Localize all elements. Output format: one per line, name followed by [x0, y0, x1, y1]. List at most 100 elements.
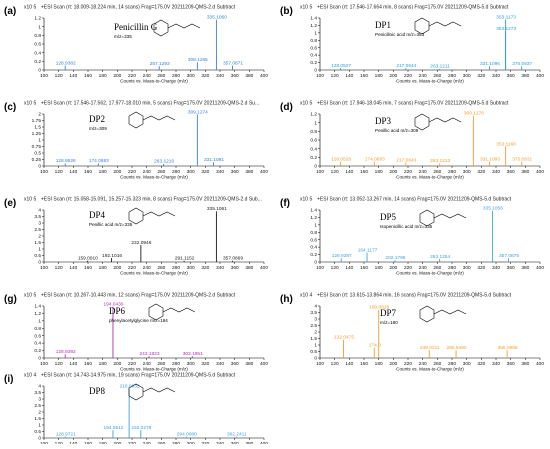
peak-label: 263.1254 [430, 254, 450, 260]
structure-chain [142, 115, 176, 121]
x-tick-label: 260 [433, 169, 441, 175]
scale-label: x10 5 [24, 293, 36, 299]
x-axis-label: Counts vs. Mass-to-Charge (m/z) [396, 79, 464, 84]
y-tick-label: 1 [314, 222, 317, 228]
y-tick-label: 0.4 [310, 245, 317, 251]
y-tick-label: 0.5 [34, 151, 41, 157]
x-tick-label: 240 [419, 265, 427, 271]
y-tick-label: 0.4 [34, 50, 41, 56]
x-tick-label: 220 [404, 169, 412, 175]
peak-label: 353.1168 [496, 141, 516, 147]
x-tick-label: 400 [260, 361, 268, 367]
peak-label: 353.1173 [496, 14, 516, 20]
x-tick-label: 380 [521, 73, 529, 79]
x-tick-label: 100 [316, 361, 324, 367]
y-tick-label: 1.4 [310, 16, 317, 22]
peak-label: 174.0 [369, 342, 381, 348]
panel-label: (e) [4, 198, 16, 209]
y-tick-label: 1.5 [34, 416, 41, 422]
x-tick-label: 120 [331, 169, 339, 175]
peak-label: 180.0628 [369, 305, 389, 311]
x-tick-label: 260 [157, 169, 165, 175]
y-tick-label: 0.2 [310, 155, 317, 161]
compound-note: Penillic acid m/z=335 [89, 222, 133, 227]
peak-label: 263.1210 [154, 159, 174, 165]
y-tick-label: 2 [38, 112, 41, 118]
peak-label: 357.0871 [223, 60, 243, 66]
scale-label: x10 5 [24, 101, 36, 107]
structure-ring [414, 17, 430, 35]
compound-note: m/z=180 [380, 320, 398, 325]
y-tick-label: 0 [314, 356, 317, 362]
y-tick-label: 1.4 [310, 208, 317, 214]
peak-label: 294.0080 [177, 432, 197, 438]
x-tick-label: 200 [389, 265, 397, 271]
x-tick-label: 280 [172, 361, 180, 367]
y-tick-label: 0.6 [34, 42, 41, 48]
compound-name: DP8 [89, 386, 106, 396]
structure-ring [128, 383, 144, 401]
x-tick-label: 340 [216, 73, 224, 79]
y-tick-label: 0.8 [310, 38, 317, 44]
y-tick-label: 1.4 [34, 304, 41, 310]
x-tick-label: 320 [477, 265, 485, 271]
x-tick-label: 100 [40, 361, 48, 367]
scale-label: x10 5 [300, 197, 312, 203]
y-tick-label: 1 [38, 318, 41, 324]
spectrum-panel: (e) x10 5 +ESI Scan (rt: 15.058-15.091, 15… [4, 197, 268, 276]
compound-note: phenylacetylglycine m/z=194 [109, 318, 168, 323]
x-tick-label: 140 [345, 73, 353, 79]
peak-label: 128.9392 [56, 349, 76, 355]
structure-ring [148, 303, 164, 321]
compound-name: DP4 [89, 210, 106, 220]
x-tick-label: 100 [316, 265, 324, 271]
y-tick-label: 0.2 [310, 60, 317, 66]
x-tick-label: 200 [113, 73, 121, 79]
x-tick-label: 300 [187, 361, 195, 367]
structure-ring [414, 113, 430, 131]
peak-label: 232.0946 [131, 240, 151, 246]
y-tick-label: 0 [38, 260, 41, 266]
x-tick-label: 320 [201, 169, 209, 175]
structure-ring [419, 305, 435, 323]
panel-label: (c) [4, 102, 16, 113]
y-tick-label: 3.5 [34, 214, 41, 220]
x-axis-label: Counts vs. Mass-to-Charge (m/z) [396, 271, 464, 276]
x-tick-label: 140 [345, 169, 353, 175]
panel-label: (f) [280, 198, 290, 209]
x-tick-label: 160 [360, 169, 368, 175]
peak-label: 128.9526 [56, 158, 76, 164]
peak-label: 375.0937 [512, 61, 532, 67]
x-tick-label: 260 [433, 361, 441, 367]
x-tick-label: 300 [187, 265, 195, 271]
x-tick-label: 200 [113, 361, 121, 367]
x-tick-label: 380 [245, 265, 253, 271]
x-tick-label: 140 [69, 169, 77, 175]
x-tick-label: 340 [216, 169, 224, 175]
y-tick-label: 4 [38, 208, 41, 214]
y-tick-label: 0.4 [34, 341, 41, 347]
x-tick-label: 300 [463, 169, 471, 175]
x-tick-label: 380 [521, 361, 529, 367]
y-tick-label: 1.2 [310, 23, 317, 29]
y-tick-label: 0 [314, 164, 317, 170]
y-tick-label: 3 [314, 317, 317, 323]
peak-label: 302.1951 [183, 351, 203, 357]
y-tick-label: 1.75 [32, 118, 42, 124]
y-tick-label: 2 [314, 330, 317, 336]
x-tick-label: 220 [128, 361, 136, 367]
scan-header: +ESI Scan (rt: 13.615-13.864 min, 16 sca… [317, 293, 512, 299]
x-tick-label: 160 [360, 265, 368, 271]
y-tick-label: 0.4 [310, 53, 317, 59]
y-tick-label: 1.25 [32, 131, 42, 137]
x-tick-label: 360 [507, 169, 515, 175]
y-tick-label: 2 [38, 410, 41, 416]
x-tick-label: 100 [316, 73, 324, 79]
x-tick-label: 180 [375, 73, 383, 79]
x-tick-label: 340 [492, 361, 500, 367]
structure-chain [428, 21, 462, 27]
structure-chain [433, 213, 467, 219]
x-tick-label: 220 [128, 73, 136, 79]
scan-header: +ESI Scan (rt: 17.546-17.664 min, 8 scan… [317, 5, 509, 11]
